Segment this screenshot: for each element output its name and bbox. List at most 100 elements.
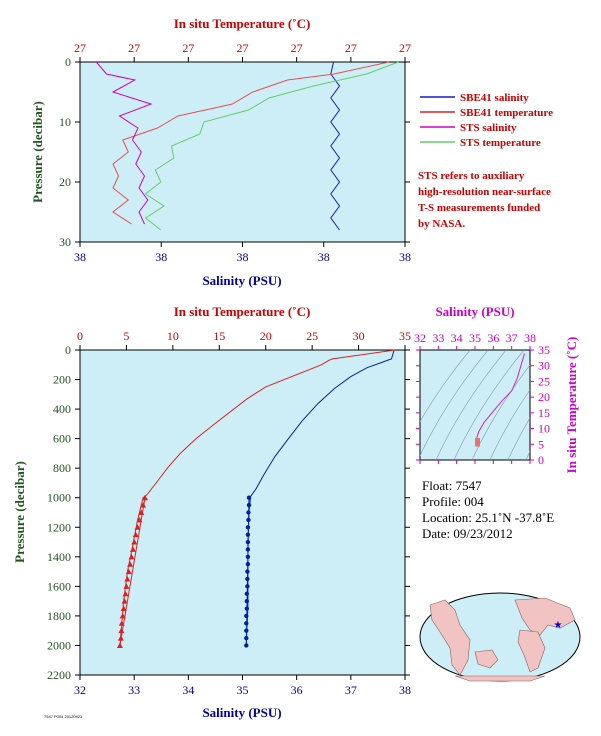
main-salinity-axis-title: Salinity (PSU): [202, 705, 281, 720]
map-land-americas: [429, 599, 471, 676]
temperature-marker: [122, 590, 129, 597]
main-pressure-tick-label: 800: [53, 461, 71, 475]
ts-salinity-tick-label: 32: [414, 331, 426, 345]
temperature-marker: [140, 502, 147, 508]
legend: SBE41 salinity SBE41 temperature STS salin…: [420, 92, 553, 149]
main-salinity-tick-label: 38: [399, 683, 411, 697]
ts-salinity-tick-label: 37: [506, 331, 518, 345]
temperature-marker: [118, 627, 125, 634]
ts-salinity-tick-label: 33: [432, 331, 444, 345]
legend-label: SBE41 salinity: [460, 92, 529, 104]
profile-id: Profile: 004: [422, 494, 484, 509]
main-temp-tick-label: 35: [399, 329, 411, 343]
main-temp-ticks: 0 5 10 15 20 25 30 35: [77, 329, 411, 350]
temperature-marker: [121, 598, 128, 604]
float-id: Float: 7547: [422, 478, 482, 493]
temperature-marker: [129, 546, 136, 552]
main-salinity-tick-label: 32: [74, 683, 86, 697]
top-temp-tick-label: 27: [291, 41, 303, 55]
temperature-marker: [119, 612, 126, 619]
top-plot-area: [79, 61, 406, 243]
main-panel: In situ Temperature (˚C) 0 5 10 15 20 25 30 35 …: [12, 304, 411, 720]
main-temp-tick-label: 20: [260, 329, 272, 343]
top-panel: In situ Temperature (˚C) 27 27 27 27 27 27 27 …: [30, 16, 411, 288]
ts-temp-tick-label: 25: [538, 374, 550, 388]
top-temp-tick-label: 27: [345, 41, 357, 55]
main-pressure-tick-label: 1600: [47, 579, 71, 593]
main-salinity-tick-label: 34: [182, 683, 194, 697]
note-line: by NASA.: [418, 218, 466, 230]
top-pressure-tick-label: 10: [59, 115, 71, 129]
top-pressure-ticks: 0 10 20 30: [59, 55, 410, 249]
temperature-marker: [132, 531, 139, 538]
density-contour: [507, 417, 530, 460]
main-temp-tick-label: 5: [123, 329, 129, 343]
main-salinity-ticks: 32 33 34 35 36 37 38: [74, 675, 411, 697]
main-temp-tick-label: 10: [167, 329, 179, 343]
map-land-australia: [474, 649, 499, 669]
main-salinity-tick-label: 33: [128, 683, 140, 697]
temperature-marker: [124, 575, 131, 582]
top-salinity-ticks: 38 38 38 38 38: [74, 242, 411, 264]
top-temp-tick-label: 27: [128, 41, 140, 55]
main-pressure-tick-label: 400: [53, 402, 71, 416]
main-pressure-tick-label: 600: [53, 432, 71, 446]
main-temp-tick-label: 0: [77, 329, 83, 343]
legend-label: STS temperature: [460, 137, 541, 149]
density-contour: [420, 350, 489, 457]
top-temp-tick-label: 27: [399, 41, 411, 55]
ts-temp-tick-label: 10: [538, 422, 550, 436]
temperature-marker: [127, 561, 134, 567]
salinity-marker: [244, 613, 249, 619]
top-temp-tick-label: 27: [237, 41, 249, 55]
ts-deep-cluster: [475, 438, 480, 447]
density-contour: [420, 350, 471, 423]
legend-label: STS salinity: [460, 122, 517, 134]
main-salinity-tick-label: 37: [345, 683, 357, 697]
ts-salinity-axis-title: Salinity (PSU): [435, 304, 514, 319]
ts-panel: Salinity (PSU) 32 33 34 35 36 37 38 0 510 15 20 25…: [414, 304, 579, 474]
temperature-marker: [131, 539, 138, 545]
density-contour: [453, 350, 525, 460]
main-series-lines: [116, 349, 395, 648]
map-land-africa: [517, 629, 546, 673]
main-salinity-tick-label: 36: [291, 683, 303, 697]
top-pressure-axis-title: Pressure (decibar): [30, 101, 45, 203]
temperature-deep-line: [119, 497, 146, 646]
top-temp-axis-title: In situ Temperature (˚C): [174, 16, 311, 31]
top-series-sbe41-temperature: [112, 61, 389, 225]
ts-salinity-tick-label: 36: [487, 331, 499, 345]
ts-temp-axis-title: In situ Temperature (˚C): [564, 337, 579, 474]
footer-tag: 7547 P004 20120923: [44, 714, 83, 719]
top-series-sbe41-salinity: [330, 61, 341, 231]
date: Date: 09/23/2012: [422, 526, 513, 541]
top-salinity-tick-label: 38: [155, 250, 167, 264]
top-series-sts-salinity: [95, 61, 153, 225]
main-pressure-tick-label: 0: [65, 343, 71, 357]
location: Location: 25.1˚N -37.8˚E: [422, 510, 555, 525]
map-land-eurasia: [514, 597, 576, 636]
salinity-deep-line: [245, 497, 250, 646]
world-map-inset: ★: [419, 592, 581, 682]
float-location-star: ★: [554, 620, 563, 631]
main-pressure-tick-label: 200: [53, 373, 71, 387]
density-contour: [435, 350, 507, 460]
salinity-marker: [245, 525, 251, 530]
temperature-marker: [134, 524, 141, 530]
ts-temp-tick-label: 15: [538, 406, 550, 420]
ts-salinity-tick-label: 35: [469, 331, 481, 345]
ts-series-line: [475, 353, 525, 447]
top-series-lines: [95, 61, 399, 231]
ts-temp-tick-label: 20: [538, 390, 550, 404]
temperature-marker: [120, 605, 127, 612]
temperature-marker: [142, 494, 148, 501]
note-line: T-S measurements funded: [418, 202, 541, 214]
ts-salinity-tick-label: 38: [524, 331, 536, 345]
top-salinity-tick-label: 38: [74, 250, 86, 264]
density-contour: [525, 450, 530, 460]
ts-temp-tick-label: 5: [538, 437, 544, 451]
top-salinity-axis-title: Salinity (PSU): [202, 273, 281, 288]
main-pressure-tick-label: 1000: [47, 491, 71, 505]
